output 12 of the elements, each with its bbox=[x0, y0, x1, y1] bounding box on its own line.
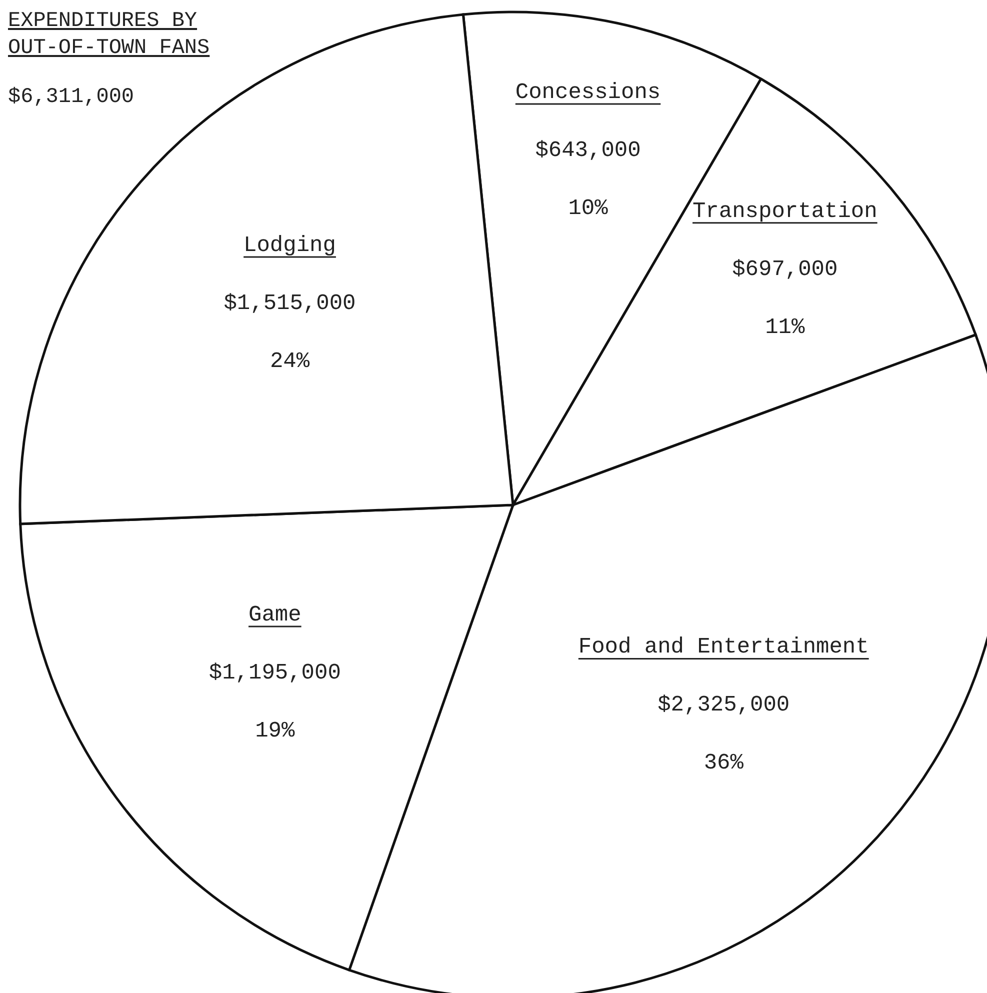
text: $1,195,000 19% bbox=[208, 660, 341, 744]
slice-label: Game bbox=[248, 602, 302, 628]
slice-label: Lodging bbox=[244, 232, 336, 258]
slice-label: Food and Entertainment bbox=[578, 634, 869, 660]
text: $697,000 11% bbox=[732, 256, 838, 340]
text: $6,311,000 bbox=[8, 85, 136, 111]
slice-label: Concessions bbox=[515, 80, 661, 106]
text: $1,515,000 24% bbox=[224, 290, 356, 374]
slice-label: Transportation bbox=[692, 198, 878, 224]
text: $643,000 10% bbox=[535, 138, 641, 222]
text: $2,325,000 36% bbox=[658, 692, 790, 776]
text: EXPENDITURES BY OUT-OF-TOWN FANS bbox=[8, 9, 210, 62]
